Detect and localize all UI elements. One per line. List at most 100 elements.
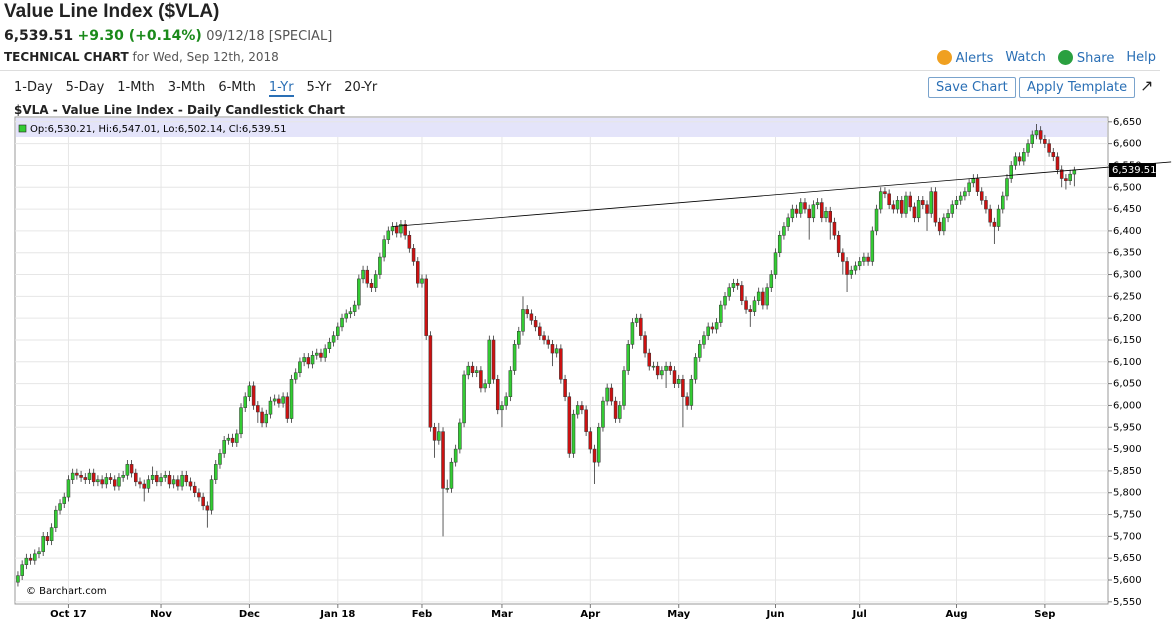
candle-body bbox=[942, 217, 946, 232]
candle-body bbox=[33, 553, 37, 561]
candle-body bbox=[150, 475, 155, 480]
candle-body bbox=[916, 200, 921, 219]
candle-body bbox=[1005, 178, 1009, 197]
candle-body bbox=[740, 285, 744, 301]
candle-body bbox=[487, 339, 492, 384]
candle-body bbox=[441, 431, 445, 489]
candle-body bbox=[769, 274, 774, 288]
candle-body bbox=[735, 283, 740, 286]
candle-body bbox=[230, 437, 235, 443]
candle-body bbox=[798, 202, 803, 214]
candle-body bbox=[205, 505, 210, 511]
candle-body bbox=[428, 335, 433, 428]
candle-body bbox=[75, 472, 79, 476]
candle-body bbox=[62, 496, 67, 504]
candle-body bbox=[209, 479, 214, 511]
candle-body bbox=[323, 348, 327, 358]
save-chart-button[interactable]: Save Chart bbox=[928, 77, 1016, 98]
y-tick-label: 6,050 bbox=[1113, 379, 1142, 390]
range-tab[interactable]: 1-Day bbox=[14, 80, 53, 95]
candle-body bbox=[668, 365, 673, 371]
candle-body bbox=[1064, 178, 1068, 181]
candle-body bbox=[112, 479, 117, 487]
candle-body bbox=[386, 230, 391, 240]
candle-body bbox=[525, 309, 529, 315]
candle-body bbox=[1072, 169, 1077, 175]
last-price-label: 6,539.51 bbox=[1112, 165, 1157, 176]
candle-body bbox=[824, 211, 828, 219]
candle-body bbox=[1043, 139, 1047, 144]
legend-swatch bbox=[18, 124, 27, 133]
candle-body bbox=[340, 317, 344, 328]
candle-body bbox=[176, 479, 180, 487]
candle-body bbox=[601, 400, 605, 428]
candle-body bbox=[996, 208, 1001, 227]
candle-body bbox=[416, 261, 420, 284]
candle-body bbox=[16, 575, 20, 583]
candle-body bbox=[660, 370, 664, 376]
candle-body bbox=[723, 296, 727, 306]
candle-body bbox=[277, 398, 281, 404]
top-link[interactable]: Help bbox=[1126, 50, 1156, 66]
top-link[interactable]: Share bbox=[1057, 50, 1114, 66]
top-link[interactable]: Watch bbox=[1005, 50, 1045, 66]
range-tab[interactable]: 1-Mth bbox=[117, 80, 155, 95]
candle-body bbox=[1001, 195, 1005, 210]
candle-body bbox=[495, 379, 500, 411]
trendline bbox=[392, 161, 1172, 227]
candle-body bbox=[390, 226, 395, 232]
chart-title: $VLA - Value Line Index - Daily Candlest… bbox=[14, 103, 345, 117]
candle-body bbox=[512, 344, 517, 371]
range-tab[interactable]: 1-Yr bbox=[268, 80, 294, 97]
candle-body bbox=[235, 433, 239, 443]
y-tick-label: 5,650 bbox=[1113, 553, 1142, 564]
candle-body bbox=[142, 483, 146, 489]
link-icon bbox=[936, 50, 952, 65]
legend-text: Op:6,530.21, Hi:6,547.01, Lo:6,502.14, C… bbox=[30, 124, 286, 135]
candle-body bbox=[719, 304, 723, 323]
quote: 6,539.51 +9.30 (+0.14%) 09/12/18 [SPECIA… bbox=[4, 28, 332, 44]
candle-body bbox=[963, 191, 967, 197]
technical-label: TECHNICAL CHART bbox=[4, 50, 129, 64]
range-tab[interactable]: 3-Mth bbox=[167, 80, 206, 95]
candle-body bbox=[1030, 134, 1035, 144]
candle-body bbox=[921, 200, 925, 205]
range-tab[interactable]: 5-Day bbox=[65, 80, 105, 95]
candle-body bbox=[988, 208, 992, 223]
candle-body bbox=[1034, 130, 1039, 136]
candle-body bbox=[744, 300, 748, 310]
candle-body bbox=[41, 536, 45, 552]
candle-body bbox=[862, 256, 866, 262]
y-tick-label: 6,250 bbox=[1113, 291, 1142, 302]
candle-body bbox=[1051, 152, 1056, 157]
y-tick-label: 6,500 bbox=[1113, 182, 1142, 193]
link-icon bbox=[1057, 50, 1073, 65]
candle-body bbox=[310, 355, 315, 365]
candle-body bbox=[841, 252, 845, 262]
candle-body bbox=[685, 396, 689, 406]
candle-body bbox=[306, 357, 311, 365]
candle-body bbox=[239, 407, 243, 435]
candle-body bbox=[293, 372, 298, 380]
range-tab[interactable]: 20-Yr bbox=[344, 80, 378, 95]
x-tick-label: Aug bbox=[945, 609, 967, 620]
top-link[interactable]: Alerts bbox=[936, 50, 993, 66]
expand-icon[interactable]: ↗ bbox=[1140, 76, 1154, 95]
candle-body bbox=[933, 191, 938, 223]
candle-body bbox=[66, 479, 71, 498]
candle-body bbox=[1026, 143, 1030, 153]
candle-body bbox=[672, 370, 677, 384]
range-tab[interactable]: 5-Yr bbox=[306, 80, 332, 95]
candle-body bbox=[373, 274, 378, 288]
candle-body bbox=[828, 211, 832, 223]
candle-body bbox=[298, 361, 302, 373]
apply-template-button[interactable]: Apply Template bbox=[1019, 77, 1136, 98]
candle-body bbox=[887, 193, 891, 205]
candle-body bbox=[445, 488, 449, 490]
candle-body bbox=[117, 477, 121, 487]
candle-body bbox=[1059, 169, 1064, 179]
range-tab[interactable]: 6-Mth bbox=[218, 80, 256, 95]
candle-body bbox=[807, 208, 811, 219]
